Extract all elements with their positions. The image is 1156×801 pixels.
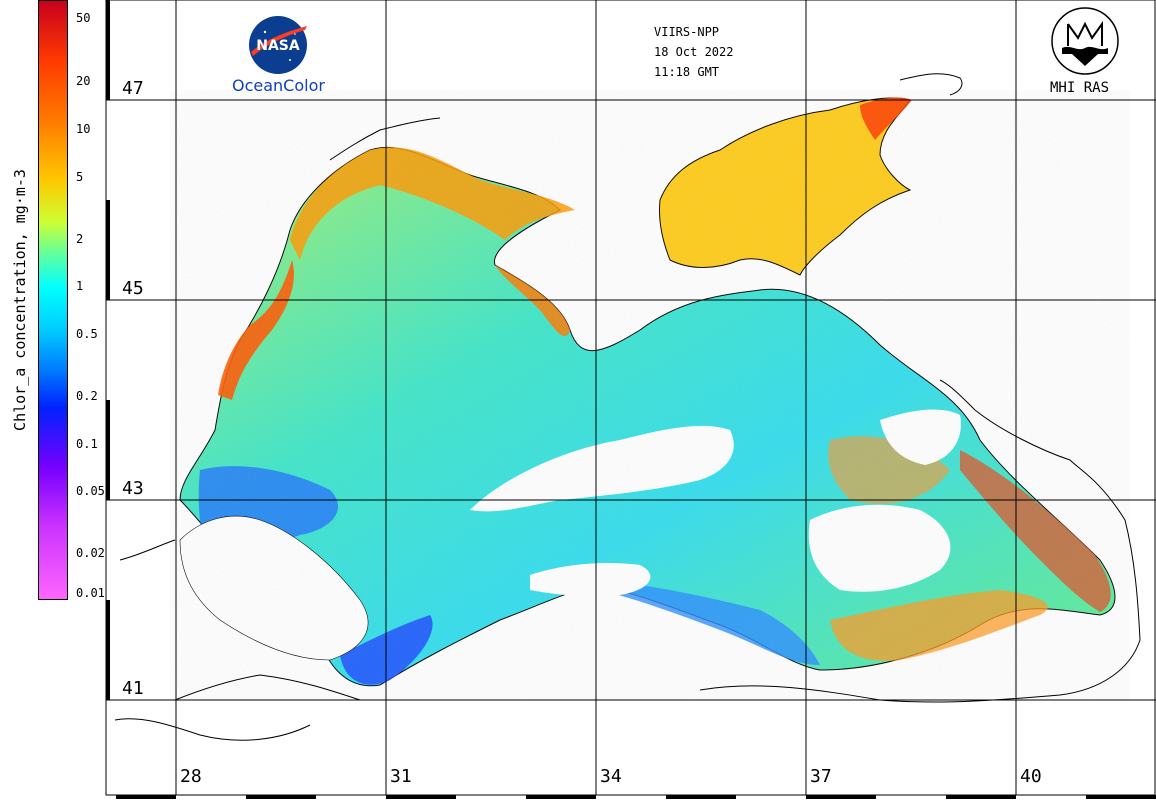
lon-label: 28 xyxy=(178,766,204,787)
acquisition-info: VIIRS-NPP 18 Oct 2022 11:18 GMT xyxy=(654,22,733,82)
colorbar-tick: 1 xyxy=(76,279,84,293)
colorbar-tick: 20 xyxy=(76,74,91,88)
lon-label: 40 xyxy=(1018,766,1044,787)
nasa-logo-text: NASA xyxy=(256,38,300,54)
lon-label: 37 xyxy=(808,766,834,787)
acquisition-time: 11:18 GMT xyxy=(654,65,720,79)
colorbar-tick: 2 xyxy=(76,232,84,246)
oceancolor-text: OceanColor xyxy=(232,76,325,95)
colorbar-gradient xyxy=(38,0,68,600)
bottom-scale-bar xyxy=(116,795,1156,799)
lat-label: 43 xyxy=(120,478,146,499)
lon-label: 31 xyxy=(388,766,414,787)
colorbar-tick: 50 xyxy=(76,11,91,25)
colorbar-tick: 0.05 xyxy=(76,484,105,498)
colorbar-tick: 5 xyxy=(76,170,84,184)
colorbar-tick: 0.1 xyxy=(76,437,98,451)
lat-label: 47 xyxy=(120,78,146,99)
colorbar-tick: 0.01 xyxy=(76,586,105,600)
acquisition-date: 18 Oct 2022 xyxy=(654,45,734,59)
nasa-logo-icon: NASA xyxy=(249,16,307,74)
graticule xyxy=(106,0,1156,795)
colorbar-tick: 10 xyxy=(76,122,91,136)
mhi-ras-text: MHI RAS xyxy=(1050,80,1110,96)
southwest-coast-outline xyxy=(114,539,311,741)
left-scale-bar xyxy=(106,0,110,700)
lon-label: 34 xyxy=(598,766,624,787)
map-frame xyxy=(105,0,1156,796)
mhi-emblem-icon xyxy=(1051,7,1119,75)
texture-overlay xyxy=(170,90,1130,700)
colorbar-tick: 0.2 xyxy=(76,389,98,403)
colorbar-tick: 0.02 xyxy=(76,546,105,560)
colorbar-tick: 0.5 xyxy=(76,327,98,341)
lat-label: 41 xyxy=(120,678,146,699)
satellite-name: VIIRS-NPP xyxy=(654,25,720,39)
lat-label: 45 xyxy=(120,278,146,299)
north-coast-outline xyxy=(329,73,963,161)
